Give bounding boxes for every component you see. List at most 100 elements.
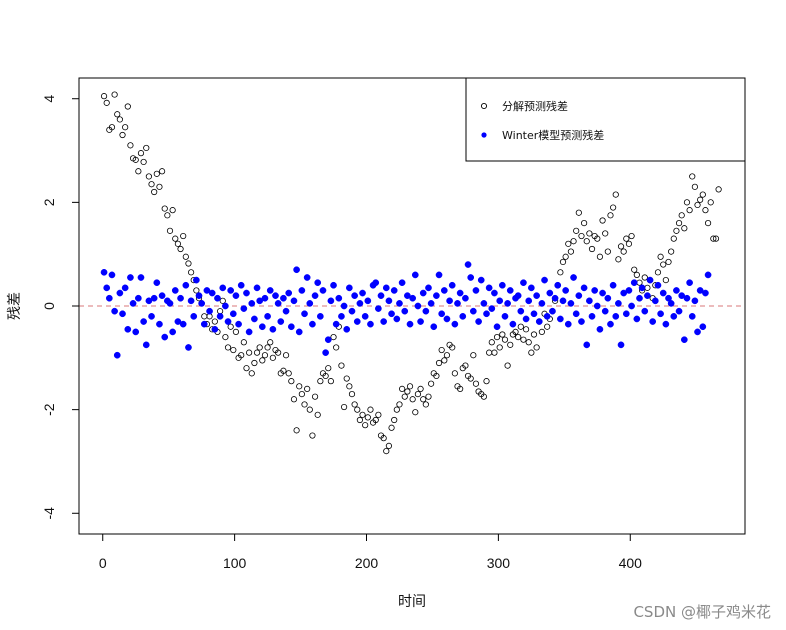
- decomposition-residual-point: [472, 380, 480, 387]
- winter-residual-point: [219, 284, 227, 292]
- decomposition-residual-point: [662, 276, 669, 284]
- decomposition-residual-point: [451, 370, 458, 377]
- decomposition-residual-point: [625, 240, 633, 247]
- winter-residual-point: [599, 289, 606, 297]
- winter-residual-point: [140, 318, 147, 325]
- decomposition-residual-point: [285, 370, 292, 377]
- winter-residual-point: [103, 284, 111, 292]
- winter-residual-point: [630, 279, 638, 287]
- legend-label-decomposition: 分解预测残差: [502, 99, 568, 113]
- winter-residual-point: [422, 307, 430, 315]
- winter-residual-point: [475, 318, 482, 325]
- winter-residual-point: [311, 292, 319, 299]
- legend-marker-decomposition: [480, 102, 488, 110]
- winter-residual-point: [287, 323, 295, 331]
- winter-residual-point: [506, 287, 514, 294]
- winter-residual-point: [622, 310, 630, 318]
- decomposition-residual-point: [383, 447, 390, 455]
- decomposition-residual-point: [362, 422, 369, 429]
- winter-residual-point: [179, 320, 187, 328]
- winter-residual-point: [295, 328, 303, 336]
- decomposition-residual-point: [156, 183, 163, 190]
- decomposition-residual-point: [174, 240, 182, 247]
- winter-residual-point: [554, 281, 562, 289]
- decomposition-residual-point: [132, 156, 139, 163]
- winter-residual-point: [166, 300, 174, 307]
- winter-residual-point: [393, 315, 401, 323]
- winter-residual-point: [535, 318, 543, 325]
- decomposition-residual-point: [100, 93, 108, 100]
- winter-residual-point: [530, 310, 538, 318]
- winter-residual-point: [522, 315, 530, 323]
- decomposition-residual-point: [232, 328, 240, 336]
- winter-residual-point: [686, 279, 693, 287]
- decomposition-residual-point: [573, 227, 580, 234]
- decomposition-residual-point: [364, 414, 371, 421]
- winter-residual-point: [562, 287, 569, 294]
- winter-residual-point: [433, 292, 440, 299]
- winter-residual-point: [417, 318, 424, 325]
- winter-residual-point: [303, 274, 311, 281]
- legend-box: [465, 77, 746, 162]
- winter-residual-point: [322, 349, 329, 356]
- legend-label-winter: Winter模型预测残差: [502, 128, 604, 142]
- winter-residual-point: [596, 325, 604, 333]
- winter-residual-point: [282, 307, 290, 315]
- decomposition-residual-point: [457, 385, 464, 393]
- decomposition-residual-point: [119, 131, 126, 139]
- winter-residual-point: [435, 271, 443, 279]
- decomposition-residual-point: [435, 359, 443, 367]
- winter-residual-point: [269, 325, 277, 333]
- decomposition-residual-point: [507, 341, 514, 348]
- winter-residual-point: [591, 287, 599, 294]
- winter-residual-point: [253, 284, 261, 292]
- winter-residual-point: [105, 294, 113, 302]
- decomposition-residual-point: [296, 383, 303, 390]
- winter-residual-point: [240, 305, 248, 312]
- decomposition-residual-point: [493, 333, 501, 341]
- winter-residual-point: [206, 307, 213, 315]
- decomposition-residual-point: [480, 393, 487, 400]
- winter-residual-point: [298, 287, 306, 294]
- decomposition-residual-point: [575, 209, 582, 216]
- y-axis-title: 残差: [7, 292, 23, 320]
- decomposition-residual-point: [188, 269, 195, 276]
- winter-residual-point: [586, 297, 593, 305]
- winter-residual-point: [208, 289, 216, 297]
- winter-residual-point: [498, 281, 506, 289]
- decomposition-residual-point: [385, 442, 393, 450]
- winter-residual-point: [451, 320, 459, 328]
- winter-residual-point: [633, 315, 641, 323]
- winter-residual-point: [211, 325, 219, 333]
- decomposition-residual-point: [322, 372, 329, 380]
- decomposition-residual-point: [559, 258, 567, 266]
- winter-residual-point: [227, 287, 235, 294]
- decomposition-residual-point: [636, 279, 643, 286]
- winter-residual-point: [657, 310, 664, 318]
- winter-residual-point: [464, 261, 472, 268]
- decomposition-residual-point: [610, 204, 617, 211]
- winter-residual-point: [430, 323, 438, 331]
- decomposition-residual-point: [314, 411, 321, 418]
- decomposition-residual-point: [620, 248, 627, 255]
- winter-residual-point: [638, 284, 646, 292]
- winter-residual-point: [427, 300, 435, 307]
- decomposition-residual-point: [517, 323, 524, 330]
- winter-residual-point: [520, 279, 527, 287]
- winter-residual-point: [330, 281, 337, 289]
- winter-residual-point: [533, 292, 540, 299]
- decomposition-residual-point: [256, 344, 263, 351]
- winter-residual-point: [667, 300, 675, 307]
- decomposition-residual-point: [137, 150, 145, 157]
- decomposition-residual-point: [678, 212, 685, 219]
- decomposition-residual-point: [399, 385, 406, 393]
- winter-residual-point: [578, 318, 585, 325]
- decomposition-residual-point: [707, 199, 714, 206]
- winter-residual-point: [156, 320, 163, 328]
- decomposition-residual-point: [702, 207, 709, 214]
- decomposition-residual-point: [327, 378, 334, 385]
- winter-residual-point: [646, 276, 654, 284]
- x-tick-label: 300: [487, 555, 511, 571]
- decomposition-residual-point: [211, 318, 218, 325]
